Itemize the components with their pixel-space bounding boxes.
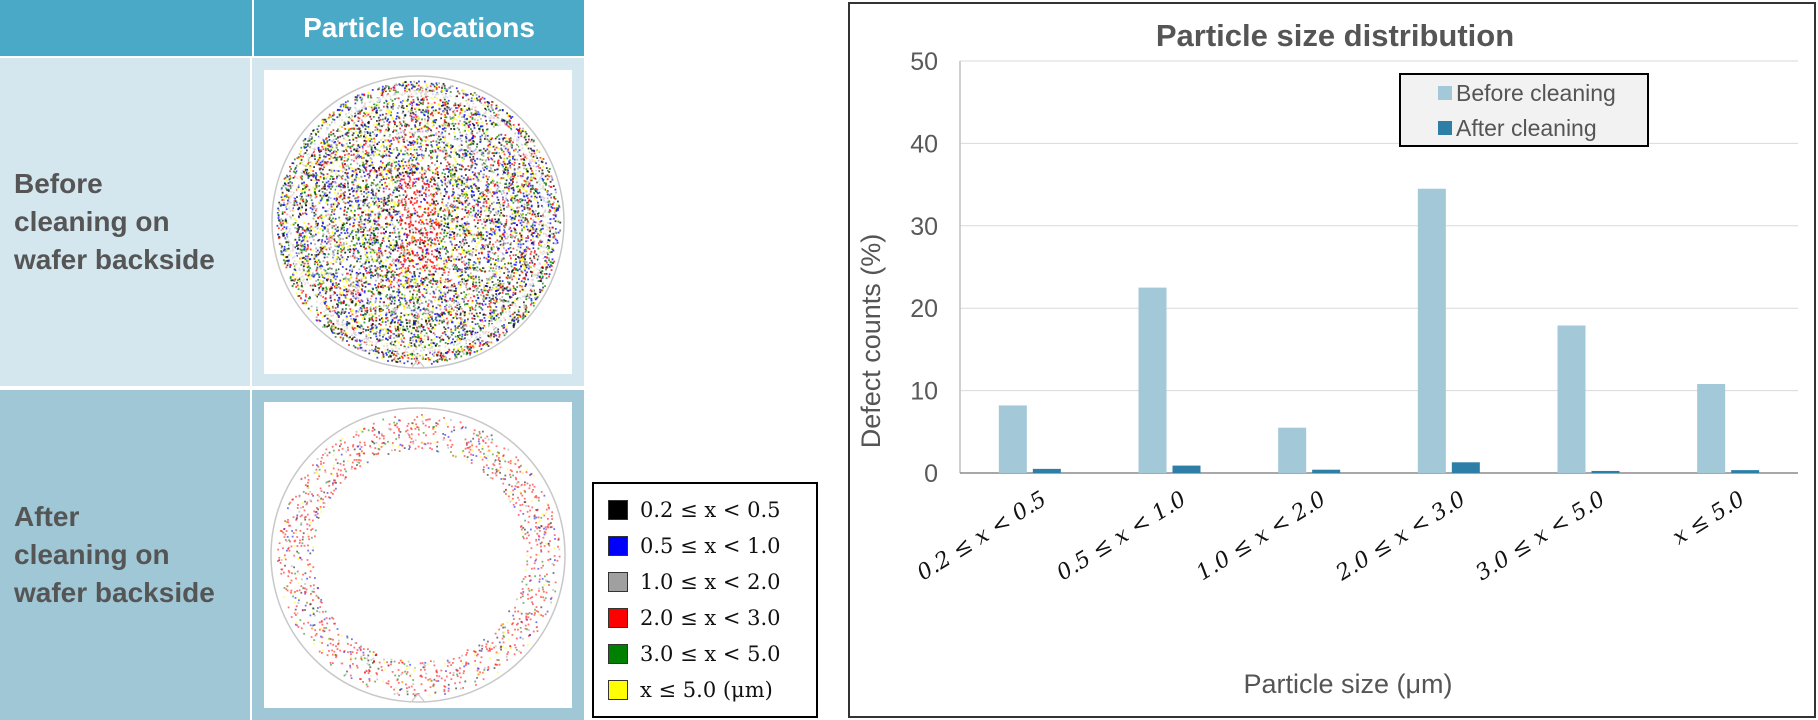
size-legend-item: 1.0 ≤ x < 2.0	[608, 564, 816, 600]
particle-dots	[276, 80, 562, 366]
legend-label: Before cleaning	[1456, 80, 1616, 106]
bar-after	[1172, 465, 1201, 473]
bar-after	[1591, 470, 1620, 473]
y-axis-label: Defect counts (%)	[856, 234, 886, 449]
bar-before	[1417, 188, 1446, 473]
bar-before	[998, 405, 1027, 473]
row-label-before: Before cleaning on wafer backside	[0, 58, 250, 386]
bar-after	[1451, 462, 1480, 473]
size-swatch	[608, 536, 628, 556]
legend-label: After cleaning	[1456, 115, 1597, 141]
row-label-line: Before	[14, 168, 103, 199]
x-axis-label: Particle size (μm)	[1243, 669, 1452, 699]
table-header-particle-locations: Particle locations	[254, 0, 584, 56]
size-legend-label: 0.2 ≤ x < 0.5	[640, 498, 781, 522]
particle-size-legend: 0.2 ≤ x < 0.5 0.5 ≤ x < 1.0 1.0 ≤ x < 2.…	[592, 482, 818, 718]
particle-dots	[277, 414, 561, 697]
bar-before	[1278, 427, 1307, 473]
y-tick-label: 10	[910, 378, 938, 406]
wafer-map-after-cell	[252, 390, 584, 720]
size-legend-item: 0.2 ≤ x < 0.5	[608, 492, 816, 528]
legend-swatch	[1438, 121, 1452, 135]
size-legend-item: 0.5 ≤ x < 1.0	[608, 528, 816, 564]
row-label-line: cleaning on	[14, 539, 170, 570]
row-label-after: After cleaning on wafer backside	[0, 390, 250, 720]
bar-before	[1138, 287, 1167, 473]
x-tick-label: 0.2 ≤ x < 0.5	[913, 487, 1051, 586]
size-swatch	[608, 500, 628, 520]
wafer-outline	[271, 75, 565, 369]
size-swatch	[608, 644, 628, 664]
size-legend-label: 0.5 ≤ x < 1.0	[640, 534, 781, 558]
y-tick-label: 20	[910, 295, 938, 323]
bar-after	[1032, 468, 1061, 473]
size-legend-item: x ≤ 5.0 (μm)	[608, 672, 816, 708]
size-legend-item: 2.0 ≤ x < 3.0	[608, 600, 816, 636]
legend-swatch	[1438, 86, 1452, 100]
y-tick-label: 40	[910, 130, 938, 158]
y-tick-label: 0	[924, 460, 938, 488]
wafer-map-before-cell	[252, 58, 584, 386]
table-header-corner	[0, 0, 252, 56]
size-legend-label: x ≤ 5.0 (μm)	[640, 678, 773, 702]
bar-before	[1697, 384, 1726, 473]
x-tick-label: x ≤ 5.0	[1668, 487, 1749, 551]
x-tick-label: 1.0 ≤ x < 2.0	[1192, 487, 1330, 586]
wafer-map-after	[270, 407, 566, 703]
size-legend-label: 2.0 ≤ x < 3.0	[640, 606, 781, 630]
wafer-map-before	[271, 75, 565, 369]
y-tick-label: 30	[910, 213, 938, 241]
size-swatch	[608, 572, 628, 592]
bar-before	[1557, 325, 1586, 473]
bar-chart: Particle size distribution Defect counts…	[856, 18, 1798, 699]
chart-title: Particle size distribution	[1156, 18, 1514, 53]
bar-after	[1731, 470, 1760, 473]
row-label-line: cleaning on	[14, 206, 170, 237]
size-legend-label: 1.0 ≤ x < 2.0	[640, 570, 781, 594]
bar-after	[1312, 469, 1341, 473]
x-tick-label: 3.0 ≤ x < 5.0	[1472, 487, 1610, 586]
row-label-line: wafer backside	[14, 244, 215, 275]
x-tick-label: 2.0 ≤ x < 3.0	[1331, 487, 1470, 587]
x-tick-label: 0.5 ≤ x < 1.0	[1053, 487, 1191, 586]
chart-frame: Particle size distribution Defect counts…	[848, 2, 1816, 718]
row-label-line: After	[14, 501, 80, 532]
size-legend-label: 3.0 ≤ x < 5.0	[640, 642, 781, 666]
wafer-outline	[270, 407, 566, 703]
size-legend-item: 3.0 ≤ x < 5.0	[608, 636, 816, 672]
size-swatch	[608, 608, 628, 628]
y-tick-label: 50	[910, 48, 938, 76]
row-label-line: wafer backside	[14, 577, 215, 608]
size-swatch	[608, 680, 628, 700]
